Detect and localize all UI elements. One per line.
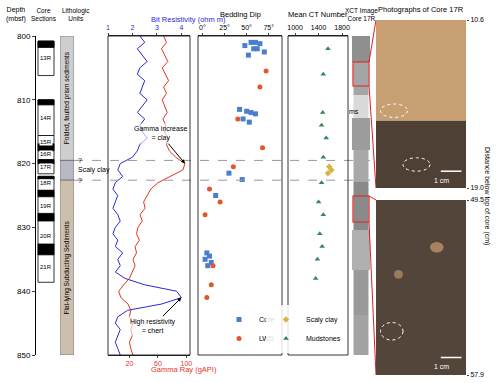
svg-text:49.5: 49.5 — [470, 196, 484, 203]
svg-text:3: 3 — [155, 24, 159, 31]
svg-text:Bit Resistivity (ohm m): Bit Resistivity (ohm m) — [151, 15, 226, 24]
svg-text:Mudstones: Mudstones — [306, 335, 341, 342]
svg-text:1 cm: 1 cm — [434, 177, 449, 184]
svg-text:?: ? — [78, 177, 82, 184]
svg-text:800: 800 — [17, 32, 31, 41]
svg-text:Gamma increase= clay: Gamma increase= clay — [134, 125, 187, 142]
svg-text:1000: 1000 — [287, 24, 303, 31]
svg-text:1400: 1400 — [311, 24, 327, 31]
svg-text:850: 850 — [17, 351, 31, 360]
svg-text:25°: 25° — [219, 24, 230, 31]
svg-text:20: 20 — [125, 360, 133, 367]
svg-text:Gamma Ray (gAPI): Gamma Ray (gAPI) — [151, 365, 217, 374]
svg-text:17R: 17R — [40, 164, 52, 170]
svg-text:14R: 14R — [40, 115, 52, 121]
svg-text:ms: ms — [349, 108, 359, 115]
svg-text:830: 830 — [17, 223, 31, 232]
svg-text:21R: 21R — [40, 264, 52, 270]
svg-text:15R: 15R — [40, 139, 52, 145]
svg-text:Scaly clay: Scaly clay — [78, 166, 110, 174]
svg-text:19R: 19R — [40, 203, 52, 209]
svg-text:16R: 16R — [40, 151, 52, 157]
svg-text:Folded, faulted prism sediment: Folded, faulted prism sediments — [63, 51, 71, 144]
svg-text:XCT ImageCore 17R: XCT ImageCore 17R — [345, 7, 378, 22]
svg-text:LithologicUnits: LithologicUnits — [62, 7, 90, 22]
svg-text:13R: 13R — [40, 55, 52, 61]
svg-text:Depth(mbsf): Depth(mbsf) — [6, 6, 26, 23]
svg-text:19.0: 19.0 — [470, 184, 484, 191]
svg-text:60: 60 — [154, 360, 162, 367]
svg-text:100: 100 — [181, 360, 193, 367]
svg-text:4: 4 — [179, 24, 183, 31]
svg-text:Bedding Dip: Bedding Dip — [220, 10, 261, 19]
svg-text:2: 2 — [131, 24, 135, 31]
svg-text:CoreSections: CoreSections — [31, 7, 57, 22]
svg-text:Flat-lying Subducting Sediment: Flat-lying Subducting Sediments — [63, 221, 71, 315]
svg-text:Mean CT Number: Mean CT Number — [288, 10, 348, 19]
svg-text:840: 840 — [17, 287, 31, 296]
svg-text:820: 820 — [17, 159, 31, 168]
svg-text:Scaly clay: Scaly clay — [306, 316, 338, 324]
svg-text:50°: 50° — [241, 24, 252, 31]
svg-text:57.9: 57.9 — [470, 371, 484, 378]
svg-text:Photographs of Core 17R: Photographs of Core 17R — [378, 5, 464, 14]
svg-text:20R: 20R — [40, 233, 52, 239]
svg-text:1: 1 — [106, 24, 110, 31]
svg-text:0°: 0° — [199, 24, 206, 31]
svg-text:810: 810 — [17, 96, 31, 105]
svg-text:10.6: 10.6 — [470, 16, 484, 23]
svg-text:?: ? — [78, 157, 82, 164]
svg-text:1800: 1800 — [334, 24, 350, 31]
svg-text:High resistivity= chert: High resistivity= chert — [130, 318, 176, 334]
svg-text:1 cm: 1 cm — [434, 363, 449, 370]
svg-text:75°: 75° — [263, 24, 274, 31]
svg-text:Distance below top of core (cm: Distance below top of core (cm) — [483, 147, 491, 245]
svg-text:18R: 18R — [40, 180, 52, 186]
